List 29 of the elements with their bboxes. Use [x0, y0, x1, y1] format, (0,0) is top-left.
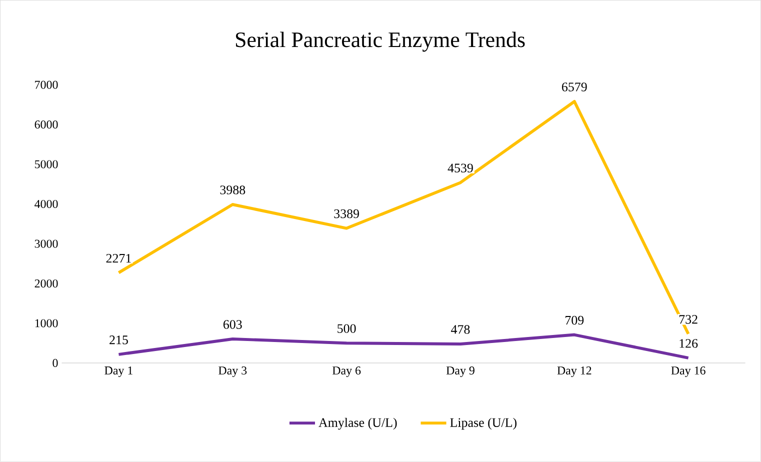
y-tick-label: 5000: [34, 160, 58, 168]
data-label: 4539: [448, 164, 473, 173]
y-tick-label: 4000: [34, 200, 58, 208]
data-label: 215: [110, 336, 128, 344]
data-label: 732: [679, 315, 698, 324]
data-label: 3988: [220, 186, 246, 194]
data-label: 126: [680, 339, 698, 348]
x-tick-label: Day 3: [218, 366, 247, 378]
y-tick-label: 0: [52, 359, 58, 368]
data-label: 709: [566, 316, 584, 325]
y-tick-label: 1000: [35, 319, 58, 328]
data-label: 478: [451, 325, 470, 334]
x-tick-label: Day 6: [332, 366, 361, 378]
chart-title: Serial Pancreatic Enzyme Trends: [236, 32, 525, 52]
data-label: 6579: [562, 82, 587, 92]
data-label: 2271: [106, 254, 131, 263]
data-label: 3389: [334, 209, 359, 218]
legend-label: Amylase (U/L): [318, 418, 397, 430]
y-tick-label: 6000: [34, 120, 58, 129]
x-tick-label: Day 16: [671, 366, 706, 378]
x-tick-label: Day 1: [104, 366, 132, 378]
x-tick-label: Day 9: [446, 366, 474, 378]
y-tick-label: 2000: [34, 280, 58, 288]
y-tick-label: 3000: [34, 240, 58, 248]
data-label: 500: [338, 324, 356, 334]
x-tick-label: Day 12: [557, 366, 592, 378]
data-label: 603: [223, 320, 242, 329]
y-tick-label: 7000: [35, 80, 58, 89]
legend-label: Lipase (U/L): [450, 418, 516, 430]
